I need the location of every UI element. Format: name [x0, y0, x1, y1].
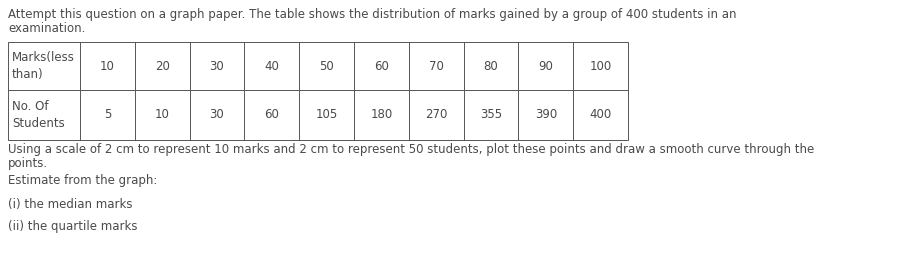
Text: 180: 180 [370, 108, 393, 121]
Text: 30: 30 [210, 59, 224, 73]
Text: Attempt this question on a graph paper. The table shows the distribution of mark: Attempt this question on a graph paper. … [8, 8, 736, 21]
Text: No. Of
Students: No. Of Students [12, 100, 65, 130]
Text: 20: 20 [155, 59, 170, 73]
Text: points.: points. [8, 157, 48, 170]
Text: 355: 355 [480, 108, 502, 121]
Text: (ii) the quartile marks: (ii) the quartile marks [8, 220, 137, 233]
Text: 390: 390 [535, 108, 557, 121]
Text: 30: 30 [210, 108, 224, 121]
Text: 400: 400 [589, 108, 612, 121]
Text: 60: 60 [374, 59, 388, 73]
Text: 10: 10 [155, 108, 170, 121]
Bar [8, 42, 628, 140]
Text: 10: 10 [100, 59, 115, 73]
Text: Estimate from the graph:: Estimate from the graph: [8, 174, 157, 187]
Text: 90: 90 [538, 59, 553, 73]
Text: 50: 50 [319, 59, 334, 73]
Text: 5: 5 [104, 108, 111, 121]
Text: 100: 100 [589, 59, 612, 73]
Text: examination.: examination. [8, 22, 85, 35]
Text: (i) the median marks: (i) the median marks [8, 198, 133, 211]
Text: 270: 270 [425, 108, 448, 121]
Text: Using a scale of 2 cm to represent 10 marks and 2 cm to represent 50 students, p: Using a scale of 2 cm to represent 10 ma… [8, 143, 814, 156]
Text: 105: 105 [316, 108, 338, 121]
Text: 60: 60 [265, 108, 279, 121]
Text: 80: 80 [483, 59, 499, 73]
Text: Marks(less
than): Marks(less than) [12, 51, 74, 81]
Text: 40: 40 [265, 59, 279, 73]
Text: 70: 70 [429, 59, 444, 73]
